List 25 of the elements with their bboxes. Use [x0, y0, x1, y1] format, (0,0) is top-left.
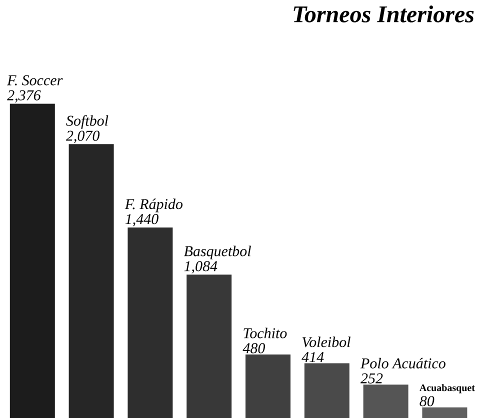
data-label: 80	[420, 396, 434, 406]
x-tick-label: Polo Acuático	[360, 358, 446, 368]
data-label: 252	[360, 373, 383, 384]
bar	[246, 354, 291, 418]
bar	[128, 228, 173, 418]
x-tick-label: Softbol	[66, 115, 108, 129]
x-tick-label: Basquetbol	[184, 246, 251, 260]
bar	[10, 104, 55, 418]
data-label: 2,376	[7, 90, 41, 103]
bar	[422, 407, 468, 418]
data-label: 2,070	[66, 130, 100, 143]
data-label: 1,084	[184, 261, 218, 274]
data-label: 480	[242, 343, 266, 354]
x-tick-label: Acuabasquet	[419, 384, 475, 394]
data-label: 414	[302, 352, 324, 362]
x-tick-label: F. Rápido	[124, 198, 183, 212]
x-tick-label: F. Soccer	[7, 75, 63, 86]
bar	[68, 144, 114, 418]
x-tick-label: Tochito	[244, 328, 287, 338]
bar	[304, 363, 350, 418]
x-tick-label: Voleibol	[302, 336, 350, 348]
bar	[363, 384, 408, 418]
data-label: 1,440	[125, 214, 158, 226]
chart-title: Torneos Interiores	[294, 6, 474, 22]
bar	[186, 274, 232, 418]
